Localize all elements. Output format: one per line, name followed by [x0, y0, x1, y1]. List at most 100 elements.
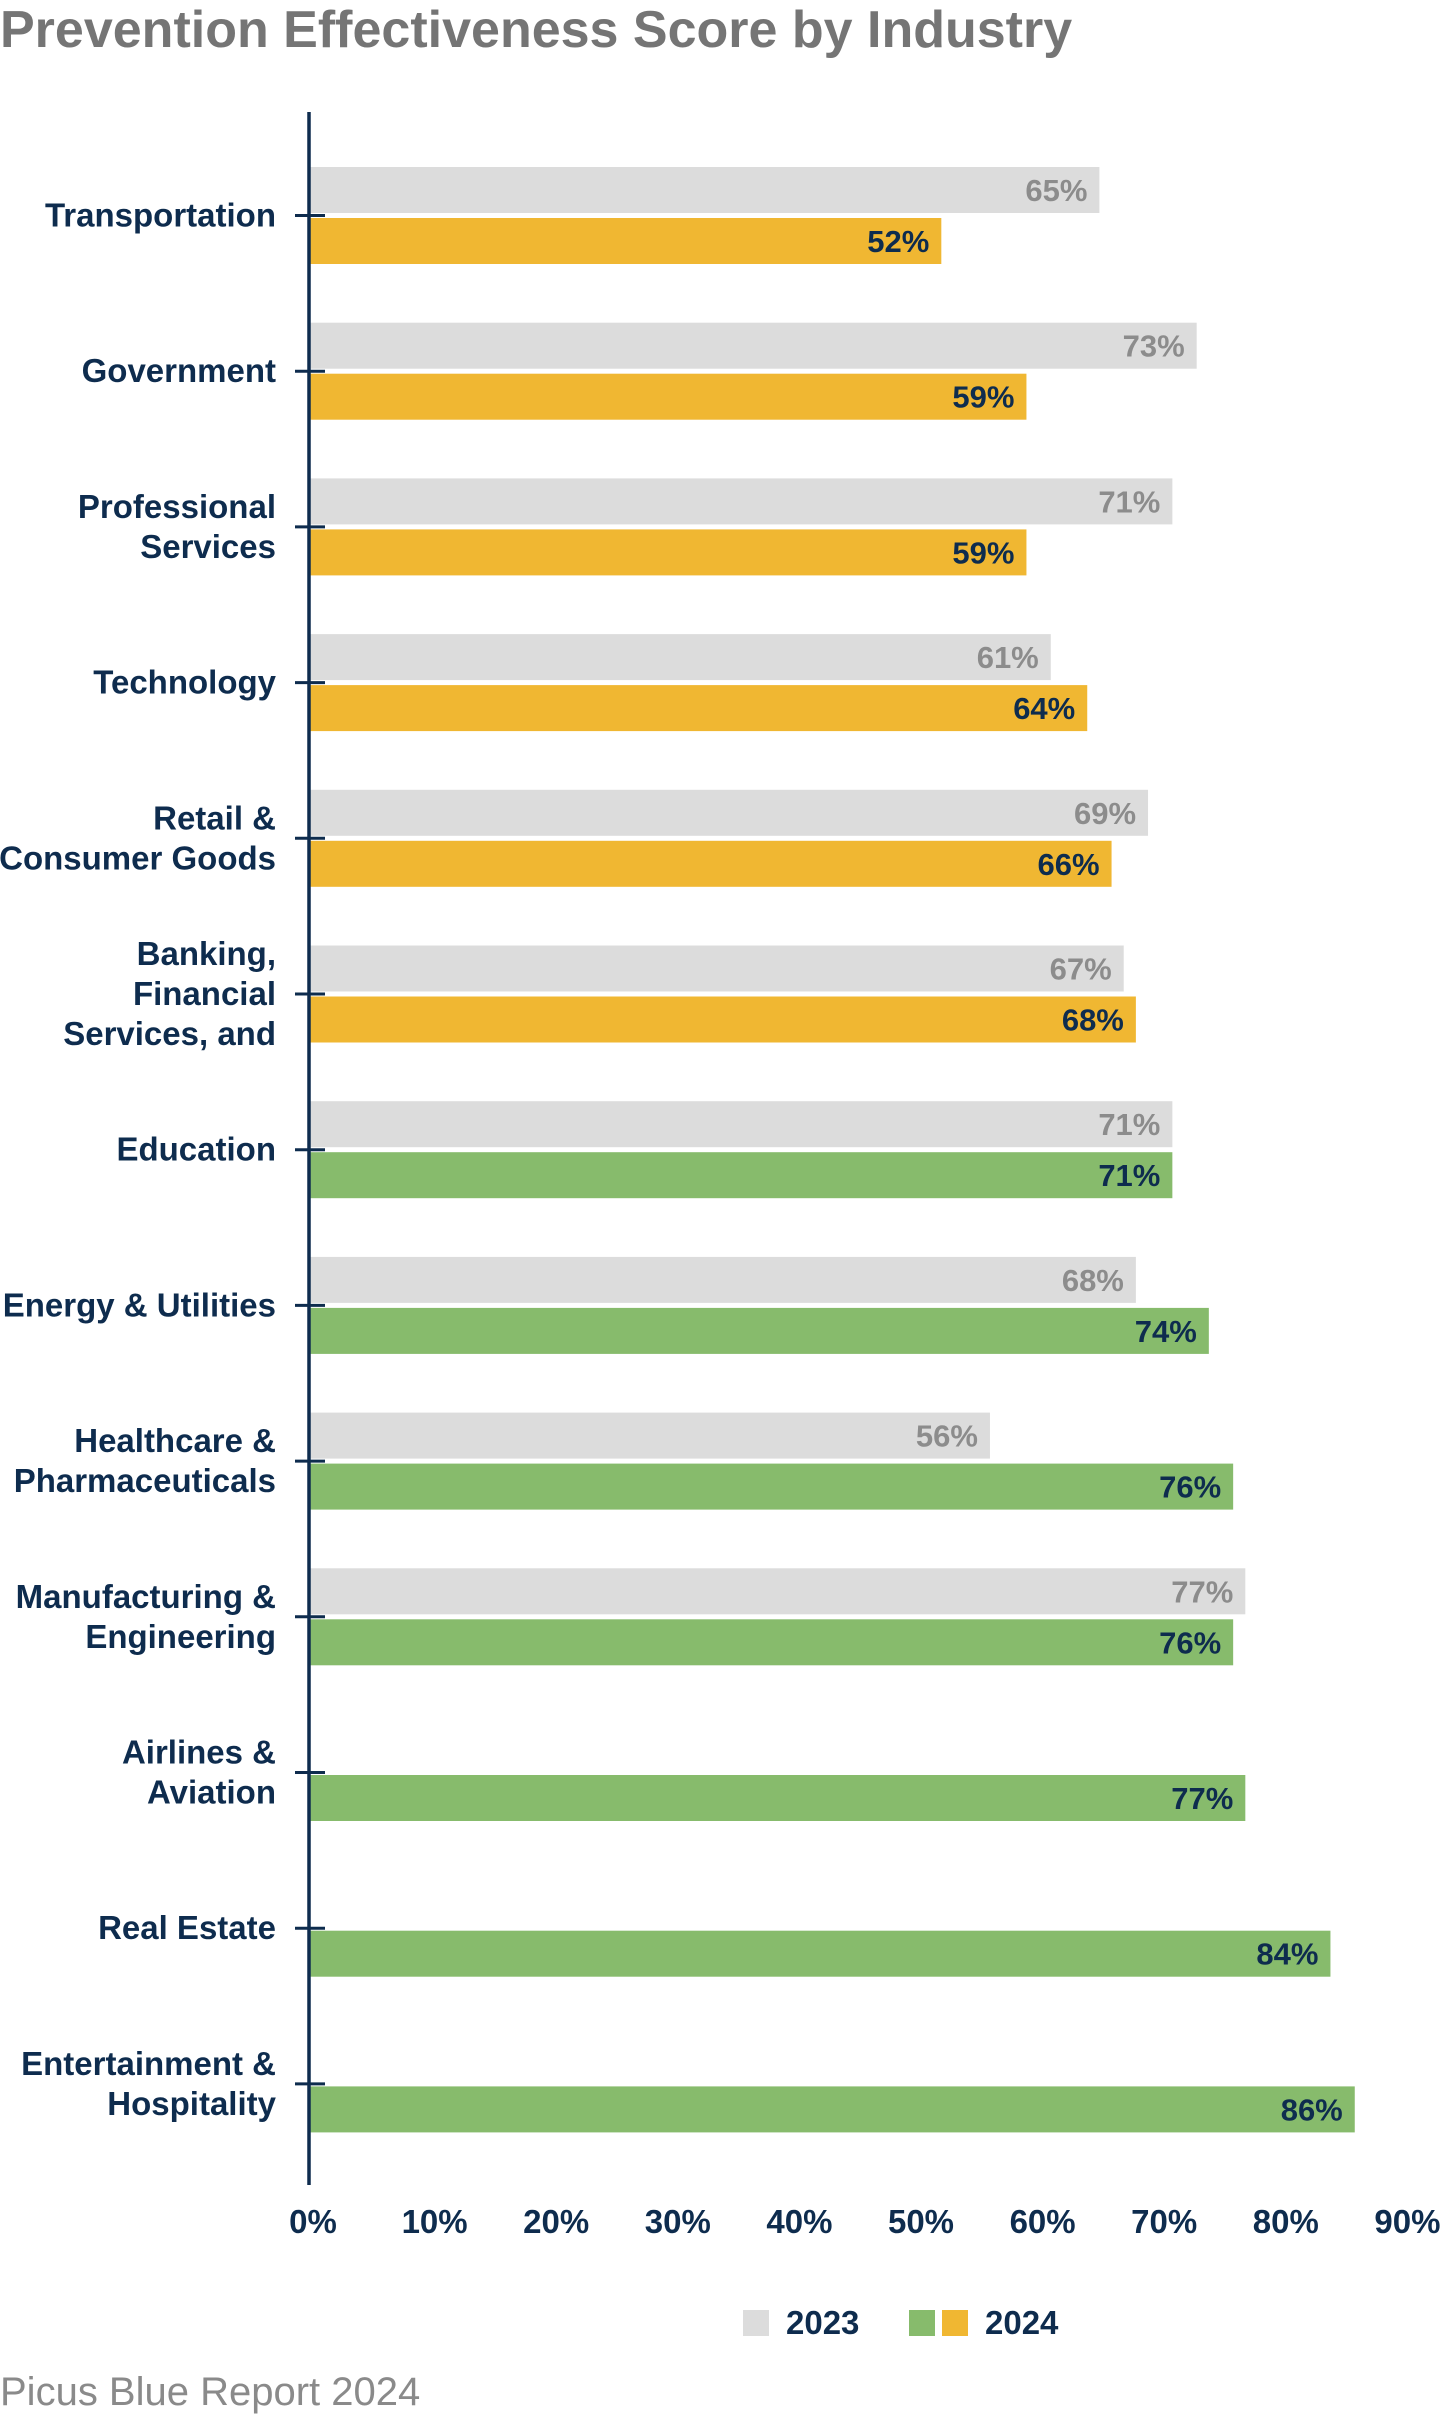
data-label-2024: 52% — [867, 224, 929, 259]
data-label-2023: 77% — [1171, 1574, 1233, 1609]
bar-2023 — [309, 1101, 1173, 1148]
legend-swatch-2024-green — [909, 2310, 935, 2336]
category-label: Healthcare & Pharmaceuticals — [14, 1422, 276, 1499]
data-label-2024: 59% — [952, 535, 1014, 570]
legend: 2023 2024 — [743, 2304, 1059, 2341]
data-label-2024: 77% — [1171, 1781, 1233, 1816]
data-label-2024: 76% — [1159, 1470, 1221, 1505]
category-label-line: Hospitality — [107, 2085, 276, 2122]
x-tick-label: 30% — [645, 2203, 711, 2240]
category-label-line: Manufacturing & — [16, 1578, 276, 1615]
data-label-2023: 61% — [977, 640, 1039, 675]
category-label: Manufacturing & Engineering — [16, 1578, 276, 1655]
data-label-2023: 68% — [1062, 1263, 1124, 1298]
bar-2023 — [309, 634, 1051, 681]
category-label-line: Transportation — [45, 197, 276, 234]
data-label-2024: 71% — [1098, 1158, 1160, 1193]
category-label: Banking, Financial Services, and — [63, 935, 276, 1052]
category-label-line: Government — [82, 352, 276, 389]
x-tick-label: 70% — [1131, 2203, 1197, 2240]
x-tick-label: 10% — [402, 2203, 468, 2240]
data-label-2023: 56% — [916, 1419, 978, 1454]
data-label-2023: 71% — [1098, 1107, 1160, 1142]
bar-2023 — [309, 945, 1124, 992]
category-label-line: Professional — [78, 488, 276, 525]
legend-label-2023: 2023 — [786, 2304, 859, 2341]
bar-2024 — [309, 685, 1088, 732]
data-label-2024: 64% — [1013, 691, 1075, 726]
category-label-line: Services — [140, 528, 276, 565]
category-label-line: Energy & Utilities — [3, 1286, 276, 1323]
bar-2024 — [309, 1307, 1209, 1354]
bar-2024 — [309, 1463, 1234, 1510]
legend-label-2024: 2024 — [985, 2304, 1059, 2341]
bars-layer: 65% 52% 73% 59% 71% 59% 61% 64% 69% 66% 67% 68% 71% 7… — [309, 167, 1355, 2133]
data-label-2023: 73% — [1123, 329, 1185, 364]
bar-2023 — [309, 167, 1100, 213]
category-label-line: Engineering — [85, 1618, 276, 1655]
category-label: Government — [82, 352, 276, 389]
category-label-line: Aviation — [147, 1774, 276, 1811]
category-label: Professional Services — [78, 488, 276, 565]
bar-2024 — [309, 218, 942, 264]
x-tick-label: 20% — [523, 2203, 589, 2240]
bar-2024 — [309, 1930, 1331, 1977]
category-label: Airlines & Aviation — [122, 1734, 276, 1811]
legend-swatch-2023 — [743, 2310, 769, 2336]
category-label: Education — [116, 1131, 276, 1168]
bar-2023 — [309, 478, 1173, 525]
bar-2024 — [309, 2086, 1355, 2133]
data-label-2024: 66% — [1038, 847, 1100, 882]
category-label: Transportation — [45, 197, 276, 234]
x-tick-label: 90% — [1374, 2203, 1440, 2240]
category-label-line: Banking, — [137, 935, 276, 972]
data-label-2024: 84% — [1256, 1937, 1318, 1972]
data-label-2023: 71% — [1098, 484, 1160, 519]
category-label-line: Technology — [93, 664, 276, 701]
bar-2024 — [309, 1775, 1246, 1821]
category-label-line: Entertainment & — [21, 2045, 276, 2082]
category-label-line: Education — [116, 1131, 276, 1168]
category-label: Energy & Utilities — [3, 1286, 276, 1323]
bar-2024 — [309, 373, 1027, 420]
axis-layer — [295, 112, 325, 2185]
data-label-2024: 76% — [1159, 1625, 1221, 1660]
bar-2024 — [309, 996, 1136, 1043]
category-label-line: Real Estate — [98, 1909, 276, 1946]
bar-2024 — [309, 840, 1112, 887]
bar-2023 — [309, 322, 1197, 369]
chart-title: Prevention Effectiveness Score by Indust… — [0, 1, 1073, 59]
data-label-2024: 74% — [1135, 1314, 1197, 1349]
category-label-line: Airlines & — [122, 1734, 276, 1771]
category-label-line: Pharmaceuticals — [14, 1462, 276, 1499]
legend-swatch-2024-yellow — [942, 2310, 968, 2336]
category-label-line: Services, and — [63, 1015, 276, 1052]
bar-2023 — [309, 1412, 990, 1459]
data-label-2024: 86% — [1281, 2092, 1343, 2127]
bar-2024 — [309, 1152, 1173, 1199]
category-label-line: Consumer Goods — [0, 839, 276, 876]
x-tick-label: 40% — [766, 2203, 832, 2240]
category-label-line: Financial — [133, 975, 276, 1012]
bar-2024 — [309, 529, 1027, 576]
category-label-line: Retail & — [153, 799, 276, 836]
footer-source: Picus Blue Report 2024 — [0, 2370, 421, 2414]
bar-2023 — [309, 1256, 1136, 1303]
data-label-2024: 68% — [1062, 1003, 1124, 1038]
x-tick-labels: 0% 10% 20% 30% 40% 50% 60% 70% 80% 90% — [289, 2203, 1440, 2240]
bar-2023 — [309, 1568, 1246, 1615]
data-label-2023: 67% — [1050, 952, 1112, 987]
bar-2023 — [309, 789, 1149, 836]
category-label: Real Estate — [98, 1909, 276, 1946]
x-tick-label: 60% — [1010, 2203, 1076, 2240]
x-tick-label: 50% — [888, 2203, 954, 2240]
data-label-2023: 69% — [1074, 796, 1136, 831]
data-label-2024: 59% — [952, 380, 1014, 415]
category-label: Technology — [93, 664, 276, 701]
x-tick-label: 80% — [1253, 2203, 1319, 2240]
category-label: Entertainment & Hospitality — [21, 2045, 277, 2122]
x-tick-label: 0% — [289, 2203, 337, 2240]
category-label: Retail & Consumer Goods — [0, 799, 276, 876]
